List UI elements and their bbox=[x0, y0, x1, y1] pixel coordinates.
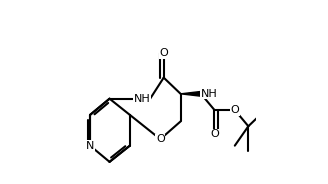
Text: O: O bbox=[159, 48, 168, 58]
Text: NH: NH bbox=[201, 89, 218, 99]
Text: O: O bbox=[210, 129, 219, 139]
Text: NH: NH bbox=[133, 94, 150, 104]
Text: O: O bbox=[231, 105, 239, 115]
Polygon shape bbox=[181, 91, 201, 96]
Text: O: O bbox=[156, 134, 165, 144]
Text: N: N bbox=[86, 141, 94, 151]
